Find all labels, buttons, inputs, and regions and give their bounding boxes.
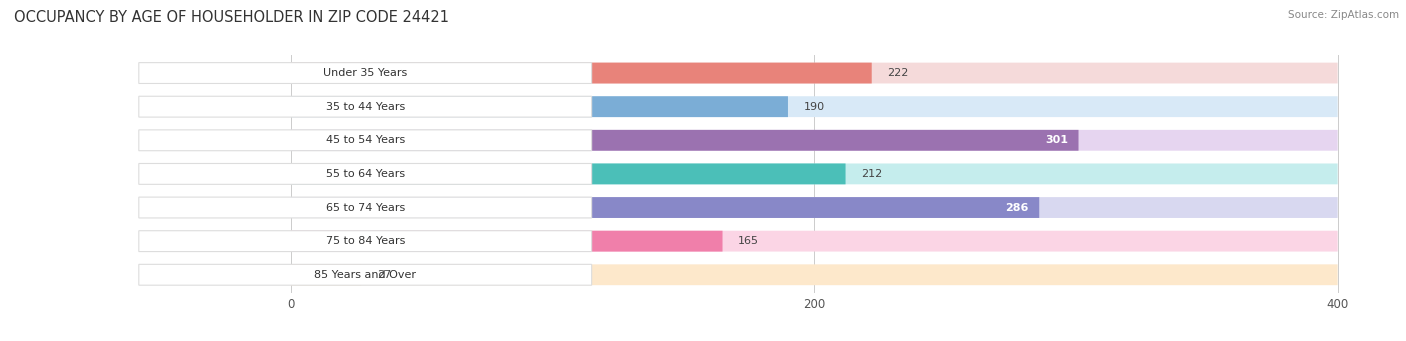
FancyBboxPatch shape bbox=[291, 96, 1337, 117]
Text: 35 to 44 Years: 35 to 44 Years bbox=[326, 102, 405, 112]
Text: 286: 286 bbox=[1005, 203, 1029, 212]
FancyBboxPatch shape bbox=[291, 163, 1337, 184]
Text: 55 to 64 Years: 55 to 64 Years bbox=[326, 169, 405, 179]
FancyBboxPatch shape bbox=[139, 63, 592, 84]
Text: 27: 27 bbox=[377, 270, 391, 280]
FancyBboxPatch shape bbox=[291, 231, 1337, 252]
FancyBboxPatch shape bbox=[291, 96, 787, 117]
FancyBboxPatch shape bbox=[139, 163, 592, 184]
FancyBboxPatch shape bbox=[291, 63, 1337, 84]
FancyBboxPatch shape bbox=[291, 130, 1078, 151]
Text: 45 to 54 Years: 45 to 54 Years bbox=[326, 135, 405, 145]
FancyBboxPatch shape bbox=[139, 96, 592, 117]
Text: 85 Years and Over: 85 Years and Over bbox=[314, 270, 416, 280]
Text: 190: 190 bbox=[804, 102, 825, 112]
FancyBboxPatch shape bbox=[139, 130, 592, 151]
FancyBboxPatch shape bbox=[139, 231, 592, 252]
Text: 222: 222 bbox=[887, 68, 908, 78]
FancyBboxPatch shape bbox=[291, 264, 361, 285]
FancyBboxPatch shape bbox=[139, 197, 592, 218]
Text: 65 to 74 Years: 65 to 74 Years bbox=[326, 203, 405, 212]
Text: 165: 165 bbox=[738, 236, 759, 246]
Text: 212: 212 bbox=[862, 169, 883, 179]
FancyBboxPatch shape bbox=[291, 163, 845, 184]
FancyBboxPatch shape bbox=[291, 264, 1337, 285]
FancyBboxPatch shape bbox=[291, 231, 723, 252]
Text: Under 35 Years: Under 35 Years bbox=[323, 68, 408, 78]
Text: 75 to 84 Years: 75 to 84 Years bbox=[326, 236, 405, 246]
FancyBboxPatch shape bbox=[291, 197, 1039, 218]
FancyBboxPatch shape bbox=[139, 264, 592, 285]
Text: Source: ZipAtlas.com: Source: ZipAtlas.com bbox=[1288, 10, 1399, 20]
FancyBboxPatch shape bbox=[291, 130, 1337, 151]
FancyBboxPatch shape bbox=[291, 197, 1337, 218]
FancyBboxPatch shape bbox=[291, 63, 872, 84]
Text: 301: 301 bbox=[1045, 135, 1069, 145]
Text: OCCUPANCY BY AGE OF HOUSEHOLDER IN ZIP CODE 24421: OCCUPANCY BY AGE OF HOUSEHOLDER IN ZIP C… bbox=[14, 10, 449, 25]
